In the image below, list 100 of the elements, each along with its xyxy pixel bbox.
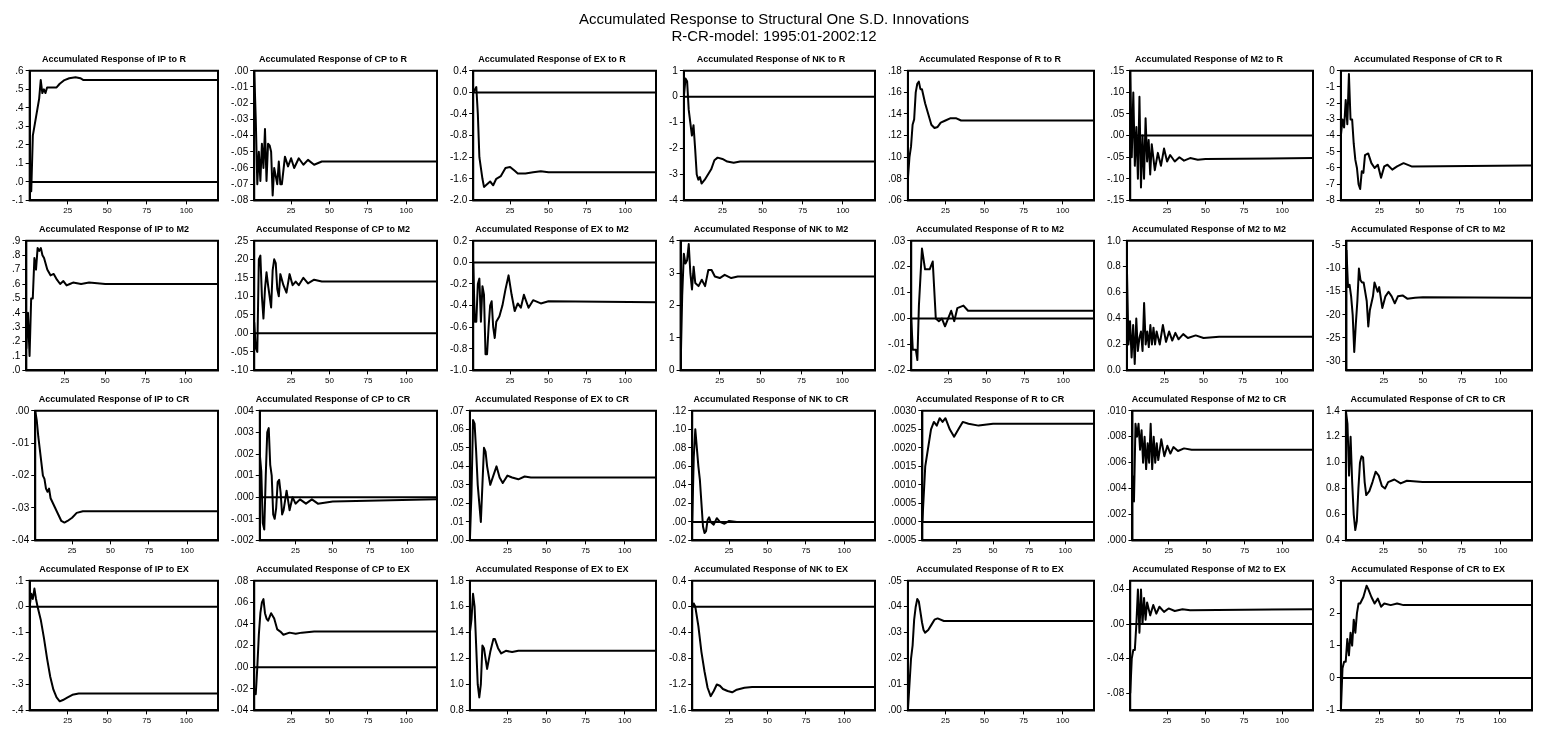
y-tick-label: -.04 <box>231 129 249 141</box>
y-tick-label: .00 <box>1110 617 1125 629</box>
y-tick-label: 0.8 <box>1326 482 1341 494</box>
y-tick-label: .0000 <box>891 515 917 527</box>
chart-title: Accumulated Response of EX to CR <box>474 393 630 404</box>
y-tick-label: -.15 <box>1107 194 1125 206</box>
x-tick-label: 100 <box>179 206 194 216</box>
x-tick-label: 75 <box>1024 546 1035 556</box>
y-tick-label: .15 <box>234 271 249 283</box>
y-tick-label: 0.2 <box>1107 338 1122 350</box>
y-tick-label: 1 <box>672 64 679 76</box>
y-tick-label: -6 <box>1325 161 1336 173</box>
x-tick-label: 50 <box>1415 716 1425 726</box>
x-tick-label: 75 <box>363 376 373 386</box>
y-tick-label: .00 <box>234 64 249 76</box>
x-tick-label: 50 <box>1201 716 1211 726</box>
y-tick-label: -0.8 <box>450 342 468 354</box>
y-tick-label: .02 <box>450 497 465 509</box>
x-tick-label: 75 <box>1457 376 1467 386</box>
y-tick-label: 4 <box>669 234 675 246</box>
y-tick-label: .01 <box>888 678 903 690</box>
y-tick-label: 0.0 <box>1107 364 1122 376</box>
x-tick-label: 50 <box>982 376 992 386</box>
y-tick-label: 1.4 <box>450 626 465 638</box>
y-tick-label: .08 <box>234 574 249 586</box>
y-tick-label: -.2 <box>12 652 25 664</box>
x-tick-label: 25 <box>943 376 954 386</box>
y-tick-label: .00 <box>234 660 249 672</box>
y-tick-label: -.04 <box>12 534 30 546</box>
y-tick-label: .02 <box>891 260 906 272</box>
y-tick-label: .0020 <box>891 441 917 453</box>
y-tick-label: .1 <box>15 574 25 586</box>
y-tick-label: 0 <box>669 364 675 376</box>
x-tick-label: 50 <box>1199 376 1209 386</box>
chart-title: Accumulated Response of R to CR <box>915 393 1065 404</box>
x-tick-label: 25 <box>1159 376 1170 386</box>
y-tick-label: .00 <box>15 404 30 416</box>
x-tick-label: 75 <box>797 376 807 386</box>
x-tick-label: 75 <box>144 546 154 556</box>
y-tick-label: .08 <box>888 172 903 184</box>
y-tick-label: 1 <box>669 331 675 343</box>
y-tick-label: -.06 <box>231 161 249 173</box>
x-tick-label: 50 <box>106 546 116 556</box>
x-tick-label: 75 <box>1238 376 1248 386</box>
x-tick-label: 100 <box>1275 716 1290 726</box>
x-tick-label: 50 <box>756 376 766 386</box>
y-tick-label: .000 <box>234 490 255 502</box>
y-tick-label: 0 <box>672 90 679 102</box>
y-tick-label: 0.8 <box>450 704 465 716</box>
y-tick-label: -.1 <box>12 194 25 206</box>
y-tick-label: .10 <box>234 290 249 302</box>
y-tick-label: -25 <box>1326 331 1341 343</box>
x-tick-label: 50 <box>542 716 552 726</box>
y-tick-label: .06 <box>450 423 465 435</box>
chart-title: Accumulated Response of CP to M2 <box>256 223 410 234</box>
y-tick-label: .07 <box>450 404 465 416</box>
x-tick-label: 50 <box>542 546 552 556</box>
x-tick-label: 100 <box>179 376 194 386</box>
x-tick-label: 50 <box>1418 546 1428 556</box>
y-tick-label: -2.0 <box>450 194 468 206</box>
y-tick-label: .03 <box>888 626 903 638</box>
x-tick-label: 100 <box>1056 376 1071 386</box>
y-tick-label: -1.2 <box>450 150 468 162</box>
chart-title: Accumulated Response of NK to CR <box>693 393 849 404</box>
y-tick-label: 2 <box>1329 606 1336 618</box>
x-tick-label: 75 <box>363 716 373 726</box>
x-tick-label: 75 <box>1455 716 1465 726</box>
x-tick-label: 75 <box>1457 546 1467 556</box>
y-tick-label: .05 <box>234 308 249 320</box>
x-tick-label: 25 <box>502 546 513 556</box>
y-tick-label: 1.2 <box>450 652 465 664</box>
y-tick-label: -20 <box>1326 308 1341 320</box>
x-tick-label: 25 <box>502 716 513 726</box>
y-tick-label: 0.4 <box>453 64 468 76</box>
x-tick-label: 50 <box>1201 206 1211 216</box>
y-tick-label: -.08 <box>231 194 249 206</box>
y-tick-label: .00 <box>234 327 249 339</box>
y-tick-label: .06 <box>888 194 903 206</box>
x-tick-label: 25 <box>286 206 297 216</box>
x-tick-label: 100 <box>400 546 415 556</box>
y-tick-label: .15 <box>1110 64 1125 76</box>
y-tick-label: 3 <box>1329 574 1336 586</box>
y-tick-label: 0.2 <box>453 234 468 246</box>
y-tick-label: .02 <box>234 639 249 651</box>
y-tick-label: .0030 <box>891 404 917 416</box>
chart-title: Accumulated Response of CR to M2 <box>1350 223 1506 234</box>
x-tick-label: 100 <box>1494 376 1509 386</box>
x-tick-label: 25 <box>1164 546 1174 556</box>
x-tick-label: 75 <box>801 716 811 726</box>
y-tick-label: .00 <box>672 515 687 527</box>
y-tick-label: .006 <box>1106 456 1127 468</box>
chart-title: Accumulated Response of M2 to CR <box>1131 393 1287 404</box>
y-tick-label: .12 <box>888 129 903 141</box>
chart-title: Accumulated Response of NK to R <box>696 53 846 64</box>
y-tick-label: -3 <box>668 168 679 180</box>
y-tick-label: -10 <box>1326 262 1341 274</box>
y-tick-label: 0.6 <box>1107 286 1122 298</box>
y-tick-label: .0 <box>15 600 25 612</box>
x-tick-label: 50 <box>328 546 338 556</box>
x-tick-label: 50 <box>1415 206 1425 216</box>
